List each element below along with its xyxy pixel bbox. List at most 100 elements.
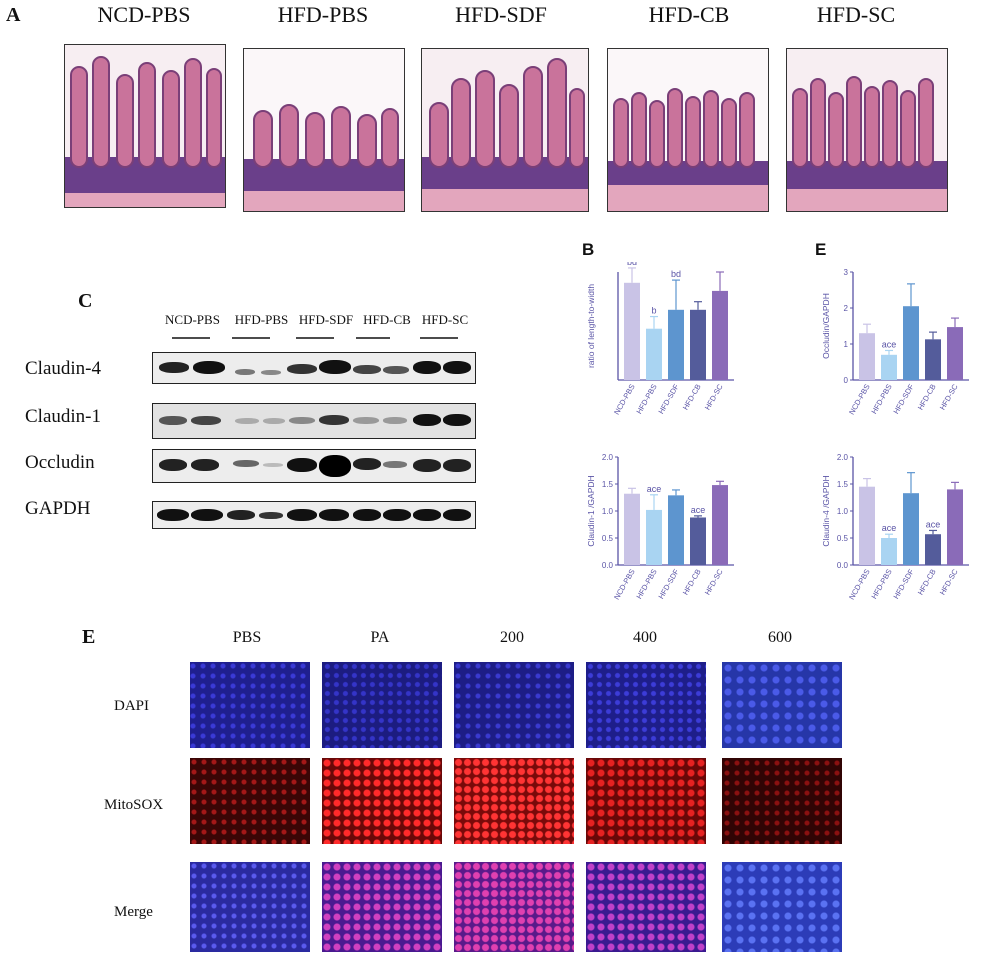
wb-band	[383, 366, 409, 374]
x-tick-label: HFD-CB	[916, 568, 938, 597]
x-tick-label: HFD-PBS	[869, 383, 893, 416]
he-image-hfd-pbs	[243, 48, 405, 212]
y-tick-label: 1	[844, 340, 849, 349]
x-tick-label: HFD-CB	[681, 568, 703, 597]
wb-strip-occludin	[152, 449, 476, 483]
he-villi-graphic	[244, 49, 404, 211]
fluo-image-merge-600	[722, 862, 842, 952]
y-tick-label: 1.5	[602, 480, 614, 489]
wb-band	[261, 370, 281, 375]
bar-hfd-cb	[690, 517, 706, 565]
x-tick-label: NCD-PBS	[612, 383, 637, 417]
he-image-ncd-pbs	[64, 44, 226, 208]
x-tick-label: NCD-PBS	[847, 383, 872, 417]
bar-hfd-pbs	[646, 509, 662, 565]
bar-hfd-sdf	[668, 495, 684, 565]
fluo-image-mitosox-600	[722, 758, 842, 844]
he-label-ncd-pbs: NCD-PBS	[97, 2, 191, 27]
wb-band	[319, 455, 351, 477]
wb-band	[191, 416, 221, 425]
x-tick-label: HFD-SDF	[656, 382, 680, 415]
y-tick-label: 1.5	[837, 480, 849, 489]
x-tick-label: HFD-SC	[703, 382, 725, 412]
bar-ncd-pbs	[859, 486, 875, 565]
bar-ncd-pbs	[859, 333, 875, 380]
y-tick-label: 2.0	[837, 453, 849, 462]
bar-ncd-pbs	[624, 282, 640, 380]
wb-band	[353, 365, 381, 374]
x-tick-label: HFD-SDF	[891, 382, 915, 415]
y-tick-label: 0	[844, 376, 849, 385]
fluo-col-200: 200	[500, 629, 524, 646]
panel-a-letter: A	[6, 4, 21, 26]
fluo-image-merge-400	[586, 862, 706, 952]
y-axis-label: Claudin-1 /GAPDH	[586, 475, 596, 546]
y-tick-label: 0.5	[837, 534, 849, 543]
wb-band	[159, 416, 187, 425]
y-tick-label: 1.0	[837, 507, 849, 516]
x-tick-label: HFD-CB	[681, 383, 703, 412]
fluo-image-dapi-400	[586, 662, 706, 748]
wb-band	[159, 362, 189, 373]
wb-band	[227, 510, 255, 520]
wb-lane-label-hfd-sc: HFD-SC	[421, 312, 469, 327]
x-tick-label: HFD-SC	[938, 567, 960, 597]
wb-band	[289, 417, 315, 424]
fluo-row-mitosox: MitoSOX	[104, 797, 164, 813]
wb-band	[235, 369, 255, 375]
wb-band	[443, 509, 471, 521]
bar-hfd-sc	[712, 485, 728, 565]
wb-band	[353, 509, 381, 521]
wb-strip-claudin-4	[152, 352, 476, 384]
he-villi-graphic	[65, 45, 225, 207]
wb-band	[233, 460, 259, 467]
significance-label: ace	[691, 505, 706, 515]
wb-band	[157, 509, 189, 521]
wb-band	[193, 361, 225, 374]
wb-band	[443, 459, 471, 472]
y-axis-label: Occludin/GAPDH	[821, 293, 831, 359]
x-tick-label: HFD-PBS	[634, 568, 658, 601]
bar-hfd-pbs	[881, 538, 897, 565]
wb-strip-claudin-1	[152, 403, 476, 439]
y-axis-label: Claudin-4 /GAPDH	[821, 475, 831, 546]
fluo-image-dapi-200	[454, 662, 574, 748]
fluo-image-merge-200	[454, 862, 574, 952]
wb-band	[443, 414, 471, 426]
wb-protein-gapdh: GAPDH	[25, 498, 91, 519]
x-tick-label: HFD-PBS	[869, 568, 893, 601]
wb-band	[263, 418, 285, 424]
fluo-image-mitosox-pbs	[190, 758, 310, 844]
bar-hfd-sc	[947, 327, 963, 380]
wb-band	[319, 415, 349, 425]
wb-lane-label-hfd-sdf: HFD-SDF	[298, 312, 354, 327]
bar-hfd-sdf	[668, 309, 684, 380]
bar-hfd-sc	[947, 489, 963, 565]
he-image-hfd-sdf	[421, 48, 589, 212]
wb-lane-label-hfd-cb: HFD-CB	[363, 312, 411, 327]
wb-band	[287, 509, 317, 521]
wb-protein-claudin-4: Claudin-4	[25, 358, 101, 379]
x-tick-label: HFD-PBS	[634, 383, 658, 416]
y-tick-label: 0.0	[602, 561, 614, 570]
fluo-image-dapi-pbs	[190, 662, 310, 748]
bar-hfd-cb	[690, 309, 706, 380]
x-tick-label: HFD-SC	[938, 382, 960, 412]
significance-label: ace	[926, 519, 941, 529]
y-tick-label: 3	[844, 268, 849, 277]
wb-band	[353, 458, 381, 470]
significance-label: b	[651, 306, 656, 316]
bar-hfd-sdf	[903, 493, 919, 565]
bar-ncd-pbs	[624, 493, 640, 565]
chart-claudin-4: 0.0 0.5 1.0 1.5 2.0 Claudin-4 /GAPDH NCD-PBS ac…	[821, 453, 969, 601]
fluo-col-400: 400	[633, 629, 657, 646]
fluo-image-merge-pbs	[190, 862, 310, 952]
he-label-hfd-cb: HFD-CB	[648, 2, 730, 27]
panel-e-chart-letter: E	[815, 240, 827, 259]
wb-band	[191, 459, 219, 471]
panel-c-letter: C	[78, 290, 93, 312]
y-tick-label: 0.0	[837, 561, 849, 570]
fluo-image-merge-pa	[322, 862, 442, 952]
bar-hfd-sdf	[903, 306, 919, 380]
fluo-row-merge: Merge	[114, 904, 153, 920]
